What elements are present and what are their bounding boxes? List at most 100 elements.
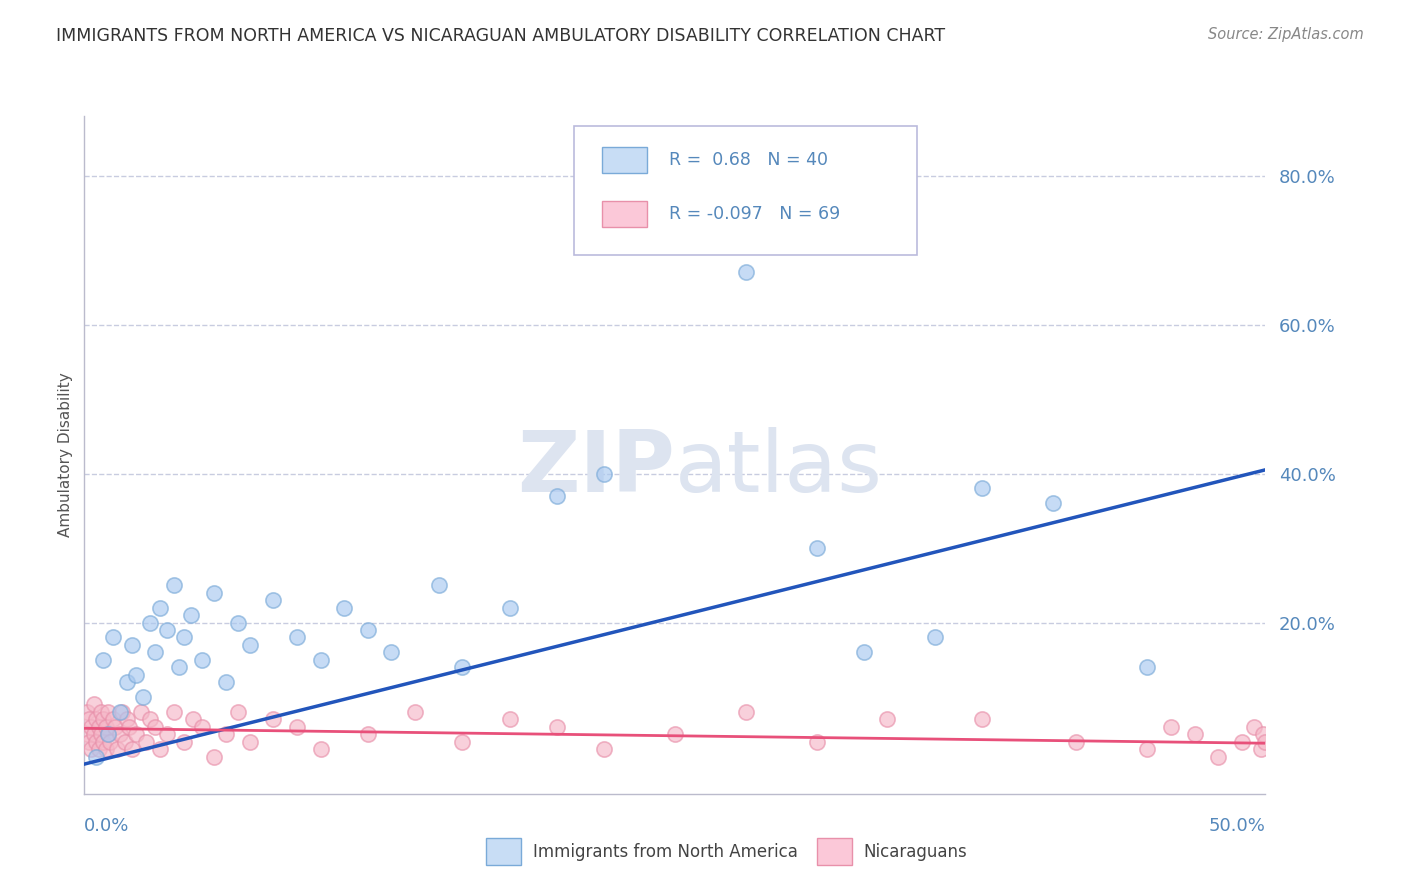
Text: Nicaraguans: Nicaraguans <box>863 843 967 861</box>
Point <box>285 720 308 734</box>
Text: ZIP: ZIP <box>517 427 675 510</box>
Point <box>546 489 568 503</box>
Point <box>163 578 186 592</box>
Point <box>806 735 828 749</box>
Point <box>404 705 426 719</box>
Point <box>215 675 238 690</box>
Y-axis label: Ambulatory Disability: Ambulatory Disability <box>58 373 73 537</box>
Point <box>1136 742 1159 756</box>
Point <box>262 712 284 726</box>
Point <box>115 675 138 690</box>
Point <box>191 653 214 667</box>
FancyBboxPatch shape <box>602 202 647 227</box>
Point <box>132 690 155 704</box>
Point <box>309 742 332 756</box>
Point <box>1251 727 1274 741</box>
Point <box>84 735 107 749</box>
Point <box>107 742 129 756</box>
Point <box>970 482 993 496</box>
Point <box>125 667 148 681</box>
Point <box>91 653 114 667</box>
Text: Immigrants from North America: Immigrants from North America <box>533 843 799 861</box>
Point <box>139 615 162 630</box>
Point <box>734 705 756 719</box>
Point <box>498 600 520 615</box>
Point <box>108 705 131 719</box>
Point <box>333 600 356 615</box>
Text: R =  0.68   N = 40: R = 0.68 N = 40 <box>669 151 828 169</box>
Point <box>498 712 520 726</box>
Point <box>149 600 172 615</box>
Point <box>129 705 152 719</box>
Point <box>143 645 166 659</box>
Point <box>202 586 225 600</box>
Point <box>357 727 380 741</box>
Point <box>593 742 616 756</box>
Point <box>84 712 107 726</box>
Point <box>121 742 143 756</box>
Point <box>108 727 131 741</box>
Point <box>80 720 103 734</box>
Point <box>226 615 249 630</box>
Point <box>156 623 179 637</box>
Point <box>1250 742 1272 756</box>
Point <box>202 749 225 764</box>
Point <box>90 727 112 741</box>
Point <box>90 705 112 719</box>
Point <box>357 623 380 637</box>
Point <box>1042 496 1064 510</box>
Point <box>163 705 186 719</box>
Point <box>87 720 110 734</box>
Point <box>97 727 120 741</box>
Text: Source: ZipAtlas.com: Source: ZipAtlas.com <box>1208 27 1364 42</box>
Point <box>173 735 195 749</box>
Point <box>114 735 136 749</box>
Point <box>593 467 616 481</box>
Point <box>135 735 157 749</box>
Text: 50.0%: 50.0% <box>1209 817 1265 835</box>
FancyBboxPatch shape <box>602 147 647 173</box>
Point <box>83 698 105 712</box>
Text: 0.0%: 0.0% <box>84 817 129 835</box>
FancyBboxPatch shape <box>575 126 917 255</box>
Point <box>1254 735 1277 749</box>
Point <box>180 608 202 623</box>
Point <box>104 720 127 734</box>
Point <box>118 720 141 734</box>
Point <box>226 705 249 719</box>
Point <box>97 705 120 719</box>
Point <box>876 712 898 726</box>
Point <box>156 727 179 741</box>
Point <box>91 735 114 749</box>
Point <box>167 660 190 674</box>
Point <box>239 638 262 652</box>
Point <box>1136 660 1159 674</box>
Point <box>1066 735 1088 749</box>
Point <box>451 660 474 674</box>
Point <box>1184 727 1206 741</box>
Point <box>806 541 828 555</box>
Point <box>115 712 138 726</box>
Point <box>181 712 204 726</box>
Point <box>239 735 262 749</box>
Point <box>125 727 148 741</box>
Point <box>77 735 100 749</box>
Point <box>80 742 103 756</box>
Point <box>451 735 474 749</box>
Point <box>924 631 946 645</box>
Point <box>98 735 121 749</box>
Point <box>143 720 166 734</box>
Point <box>139 712 162 726</box>
Point <box>1243 720 1265 734</box>
FancyBboxPatch shape <box>486 838 522 865</box>
Point <box>91 712 114 726</box>
Point <box>215 727 238 741</box>
Point <box>94 720 117 734</box>
Point <box>1230 735 1253 749</box>
Point <box>101 631 124 645</box>
Point <box>76 705 98 719</box>
Point <box>94 742 117 756</box>
Point <box>77 712 100 726</box>
Point <box>76 727 98 741</box>
Point <box>83 727 105 741</box>
